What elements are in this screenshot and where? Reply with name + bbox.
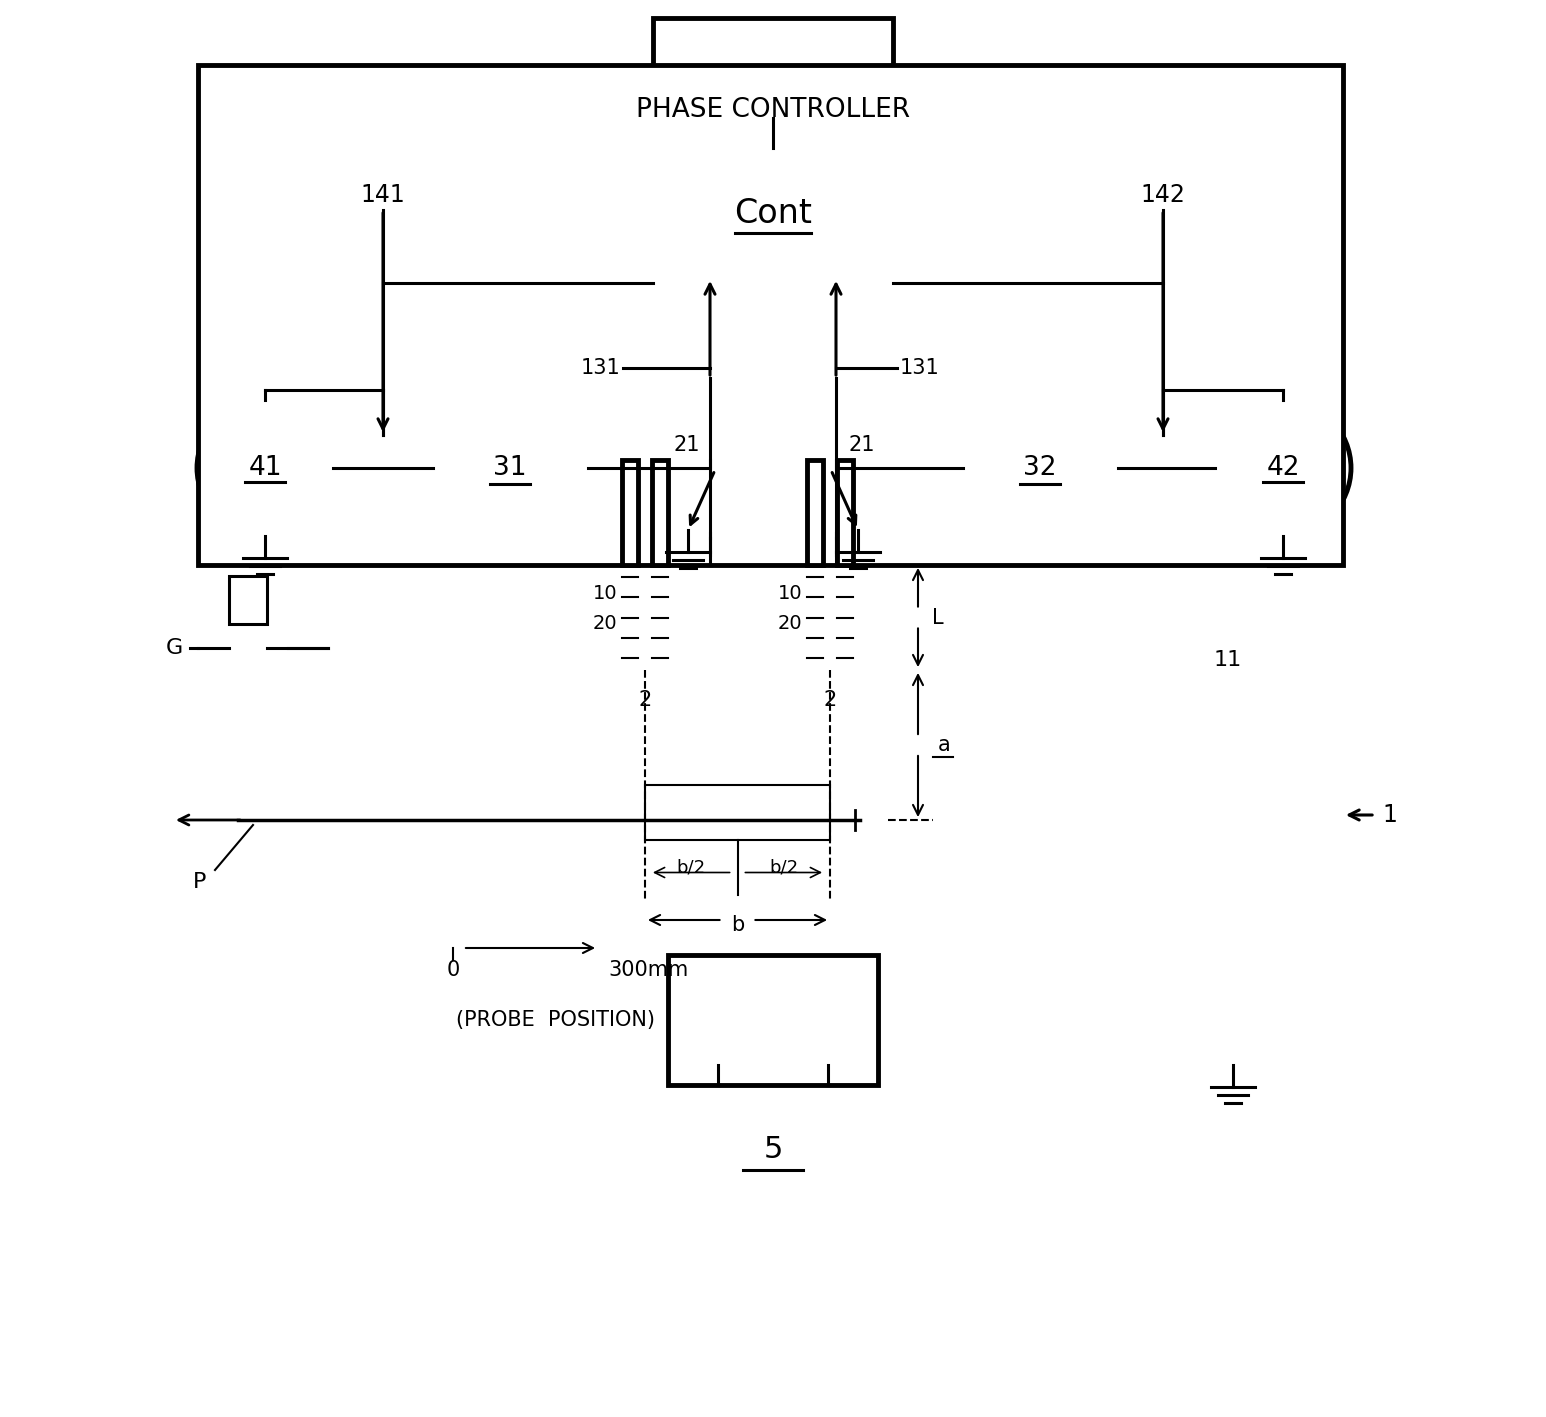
Text: 10: 10 [778, 584, 802, 602]
Text: 1: 1 [1382, 803, 1398, 828]
Text: 142: 142 [1141, 183, 1186, 207]
Text: 131: 131 [580, 359, 620, 378]
Text: 21: 21 [849, 435, 875, 455]
Text: 131: 131 [900, 359, 940, 378]
Text: 21: 21 [674, 435, 700, 455]
Text: 31: 31 [493, 455, 527, 480]
Text: 0: 0 [447, 959, 459, 981]
Bar [652, 18, 894, 147]
Text: 42: 42 [1266, 455, 1300, 480]
Text: a: a [938, 735, 951, 755]
Text: 2: 2 [824, 690, 836, 710]
Text: (PROBE  POSITION): (PROBE POSITION) [456, 1010, 656, 1030]
Bar [652, 461, 668, 565]
Bar [229, 575, 267, 623]
Text: L: L [932, 608, 943, 628]
Text: b/2: b/2 [770, 859, 798, 877]
Text: 20: 20 [778, 614, 802, 632]
Text: PHASE CONTROLLER: PHASE CONTROLLER [635, 96, 911, 123]
Circle shape [1215, 400, 1351, 536]
Bar [198, 65, 1343, 565]
Bar [963, 344, 1118, 427]
Text: 300mm: 300mm [608, 959, 688, 981]
Text: G: G [165, 638, 182, 657]
Bar [836, 461, 853, 565]
Text: 141: 141 [360, 183, 405, 207]
Text: 5: 5 [764, 1135, 782, 1165]
Text: 20: 20 [592, 614, 617, 632]
Text: P: P [193, 871, 207, 891]
Text: 11: 11 [1214, 650, 1241, 670]
Text: 41: 41 [249, 455, 281, 480]
Text: 32: 32 [1023, 455, 1057, 480]
Text: 10: 10 [592, 584, 617, 602]
Bar [668, 955, 878, 1085]
Bar [807, 461, 822, 565]
Text: 2: 2 [638, 690, 651, 710]
Bar [433, 344, 587, 427]
Bar [621, 461, 638, 565]
Circle shape [196, 400, 332, 536]
Text: b/2: b/2 [677, 859, 707, 877]
Bar [645, 785, 830, 840]
Text: Cont: Cont [734, 197, 812, 230]
Text: b: b [731, 915, 744, 935]
